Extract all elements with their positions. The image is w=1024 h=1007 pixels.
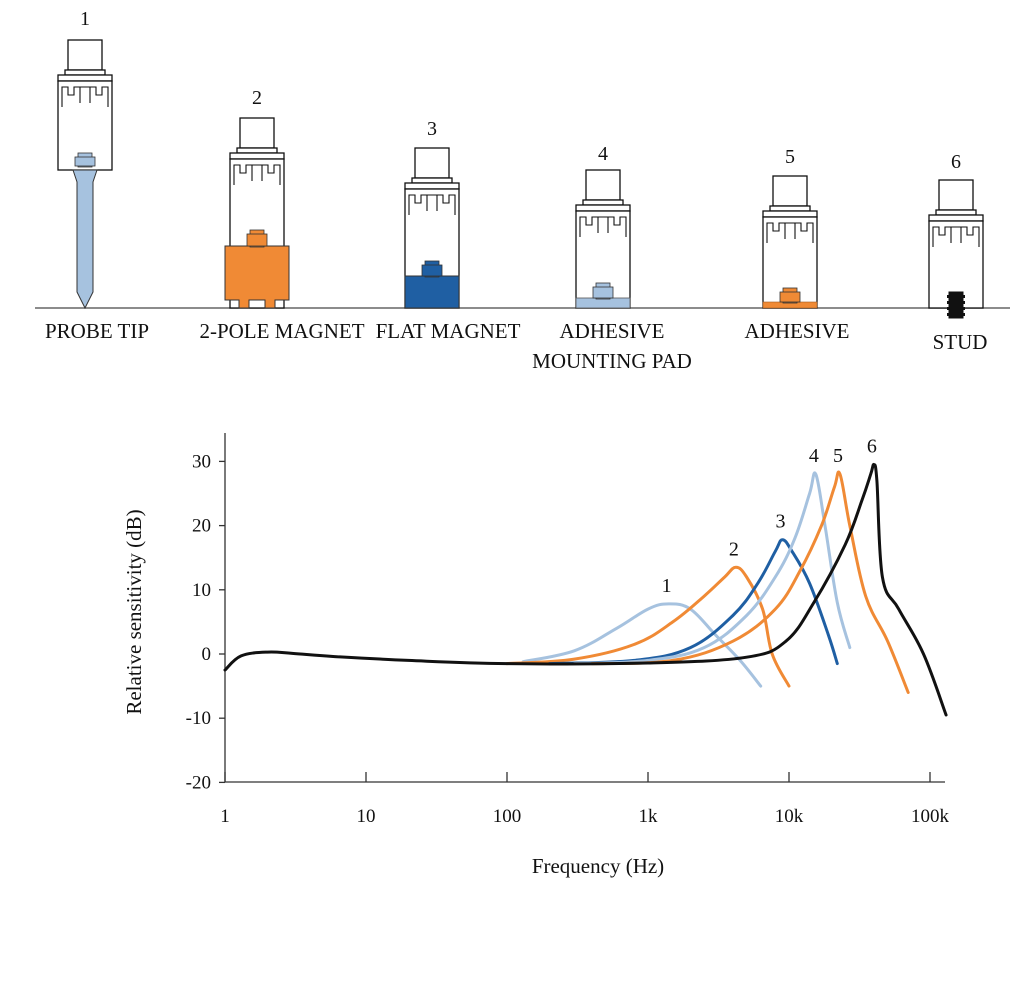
y-tick-label: 30: [192, 451, 211, 472]
series-label-6: 6: [867, 436, 877, 458]
series-line-4: [572, 471, 852, 666]
series-label-4: 4: [809, 445, 819, 467]
mount-label: ADHESIVE: [745, 319, 850, 343]
mount-6: 6 STUD: [928, 151, 988, 354]
series-line-2: [505, 565, 791, 688]
probe-tip-shape: [72, 169, 98, 310]
mount-number: 4: [598, 143, 608, 165]
mount-number: 5: [785, 146, 795, 168]
mount-4: 4 ADHESIVE MOUNTING PAD: [532, 143, 692, 373]
two-pole-magnet-shape: [224, 245, 290, 309]
x-axis-label: Frequency (Hz): [532, 854, 664, 878]
series-label-3: 3: [776, 511, 786, 533]
x-tick-label: 10k: [775, 806, 804, 827]
mount-number: 2: [252, 87, 262, 109]
mount-label: 2-POLE MAGNET: [199, 319, 364, 343]
mount-1: 1 PROBE TIP: [45, 8, 149, 343]
mount-label: FLAT MAGNET: [376, 319, 521, 343]
series-label-1: 1: [662, 575, 672, 597]
mount-3: 3 FLAT MAGNET: [376, 118, 521, 343]
y-tick-label: -10: [186, 708, 211, 729]
chart-series: 1 2 3 4 5 6: [223, 436, 948, 717]
mount-label: STUD: [933, 330, 988, 354]
y-tick-label: -20: [186, 772, 211, 793]
flat-magnet-shape: [404, 275, 460, 309]
y-tick-label: 10: [192, 580, 211, 601]
series-line-5: [590, 470, 910, 694]
series-label-5: 5: [833, 445, 843, 467]
series-line-1: [521, 602, 763, 688]
mount-label: PROBE TIP: [45, 319, 149, 343]
mount-label: ADHESIVE: [560, 319, 665, 343]
x-tick-label: 1: [220, 806, 230, 827]
mount-2: 2 2-POLE MAGNET: [199, 87, 364, 343]
adhesive-pad-shape: [575, 297, 631, 309]
series-line-6: [223, 462, 948, 717]
x-tick-label: 100: [493, 806, 522, 827]
series-label-2: 2: [729, 538, 739, 560]
y-axis-label: Relative sensitivity (dB): [122, 509, 146, 714]
mounting-methods-illustration: 1 PROBE TIP 2 2-POLE MAGNET 3 FLAT MAGNET 4 ADH…: [35, 8, 1010, 373]
mount-number: 3: [427, 118, 437, 140]
x-tick-label: 100k: [911, 806, 950, 827]
y-tick-label: 20: [192, 516, 211, 537]
x-tick-label: 1k: [639, 806, 659, 827]
mount-number: 6: [951, 151, 961, 173]
y-tick-label: 0: [202, 644, 212, 665]
mount-number: 1: [80, 8, 90, 30]
mount-label: MOUNTING PAD: [532, 349, 692, 373]
x-tick-label: 10: [357, 806, 376, 827]
series-line-3: [547, 538, 839, 666]
mount-5: 5 ADHESIVE: [745, 146, 850, 343]
stud-shape: [948, 291, 964, 319]
